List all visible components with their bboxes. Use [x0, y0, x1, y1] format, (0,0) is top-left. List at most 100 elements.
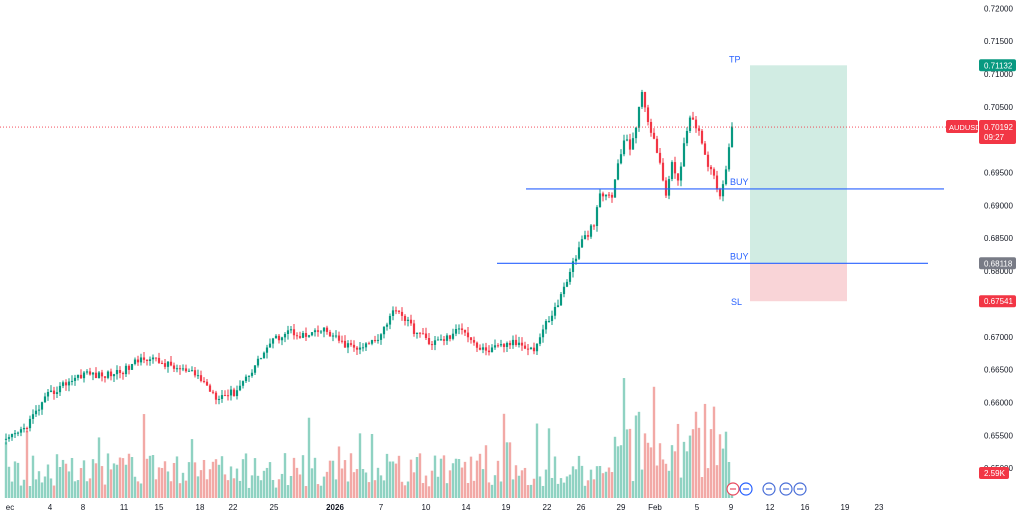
- candle: [46, 391, 50, 397]
- candle: [502, 344, 506, 347]
- candle: [574, 258, 578, 262]
- candle: [364, 343, 368, 348]
- candle: [124, 365, 128, 375]
- candle: [67, 381, 71, 386]
- candle: [553, 306, 557, 316]
- candle: [688, 117, 692, 131]
- volume-bar: [442, 455, 446, 498]
- candle: [421, 333, 425, 335]
- volume-bar: [220, 456, 224, 498]
- symbol-tag-label: AUDUSD: [949, 123, 981, 132]
- candle: [55, 392, 59, 395]
- candle: [628, 139, 632, 150]
- volume-bar: [100, 466, 104, 498]
- candle: [49, 390, 53, 392]
- volume-bar: [151, 455, 155, 498]
- candle: [229, 389, 233, 396]
- candle: [385, 324, 389, 327]
- candle: [106, 371, 110, 378]
- volume-bar: [172, 462, 176, 498]
- price-tick-label: 0.72000: [984, 4, 1013, 13]
- volume-bar: [622, 378, 626, 498]
- candle: [265, 347, 269, 353]
- price-tag: [979, 120, 1016, 145]
- volume-bar: [241, 459, 245, 498]
- volume-bar: [310, 468, 314, 498]
- volume-bar: [7, 466, 11, 498]
- candle: [496, 345, 500, 347]
- volume-bar: [223, 474, 227, 498]
- candle: [151, 357, 155, 360]
- volume-bar: [361, 469, 365, 498]
- volume-bar: [592, 479, 596, 498]
- candle: [400, 311, 404, 316]
- volume-bar: [382, 480, 386, 498]
- volume-bar: [109, 469, 113, 498]
- candle: [436, 339, 440, 341]
- candle: [190, 370, 194, 372]
- candle: [226, 395, 230, 397]
- volume-bar: [655, 465, 659, 498]
- candle: [145, 359, 149, 362]
- candle: [154, 357, 158, 359]
- volume-bar: [565, 476, 569, 498]
- volume-bar: [40, 482, 44, 498]
- volume-bar: [424, 475, 428, 498]
- volume-tag-label: 2.59K: [984, 469, 1006, 478]
- candle: [373, 340, 377, 342]
- candle: [403, 315, 407, 321]
- volume-bar: [514, 465, 518, 498]
- volume-bar: [268, 462, 272, 498]
- volume-bar: [409, 459, 413, 498]
- candle: [460, 328, 464, 330]
- candle: [619, 154, 623, 164]
- candle: [412, 323, 416, 334]
- candle: [196, 375, 200, 377]
- candle: [661, 162, 665, 181]
- candle: [376, 339, 380, 341]
- candle: [238, 385, 242, 391]
- volume-bar: [37, 471, 41, 498]
- candle: [349, 343, 353, 345]
- candle: [79, 374, 83, 379]
- volume-bar: [391, 461, 395, 498]
- candle: [388, 315, 392, 325]
- candle: [433, 340, 437, 345]
- volume-bar: [148, 455, 152, 498]
- candle: [667, 179, 671, 196]
- volume-bar: [619, 445, 623, 498]
- candle: [382, 326, 386, 335]
- time-tick-label: 19: [841, 503, 850, 512]
- candle: [112, 374, 116, 377]
- candle: [280, 337, 284, 341]
- volume-bar: [448, 470, 452, 498]
- candle: [193, 370, 197, 376]
- price-tag: [979, 257, 1016, 270]
- volume-bar: [169, 481, 173, 498]
- candle: [706, 154, 710, 167]
- volume-bar: [232, 478, 236, 498]
- candle: [541, 329, 545, 338]
- price-tick-label: 0.69500: [984, 169, 1013, 178]
- volume-bar: [598, 465, 602, 498]
- volume-bar: [631, 481, 635, 498]
- volume-bar: [307, 417, 311, 498]
- volume-bar: [73, 481, 77, 498]
- volume-bar: [19, 485, 23, 498]
- volume-bar: [4, 442, 8, 498]
- volume-bar: [124, 464, 128, 498]
- volume-bar: [211, 461, 215, 498]
- volume-bar: [79, 468, 83, 498]
- volume-bar: [262, 470, 266, 498]
- volume-bar: [199, 470, 203, 498]
- candle: [82, 372, 86, 379]
- price-tag-label: 0.71132: [984, 61, 1013, 70]
- candle: [127, 365, 131, 370]
- volume-bar: [331, 460, 335, 498]
- candle: [523, 345, 527, 349]
- volume-bar: [49, 478, 53, 498]
- volume-bar: [544, 469, 548, 498]
- buy-label: BUY: [730, 251, 749, 261]
